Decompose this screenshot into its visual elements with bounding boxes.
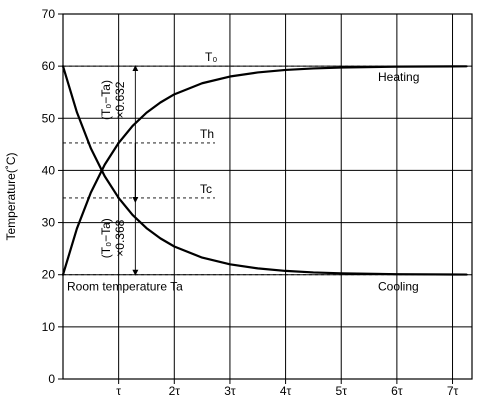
- annotation-0632-bottom: ×0.632: [113, 81, 127, 118]
- axes: [58, 13, 473, 384]
- x-tick-label: 2τ: [169, 384, 181, 396]
- series-group: [61, 65, 468, 276]
- series-cooling-line: [61, 65, 468, 276]
- y-tick-label: 0: [48, 372, 55, 386]
- x-tick-label: 3τ: [224, 384, 236, 396]
- annotation-0368-bottom: ×0.368: [113, 219, 127, 256]
- y-tick-label: 70: [42, 7, 56, 21]
- y-tick-label: 40: [42, 163, 56, 177]
- reference-line-tc-label: Tc: [200, 182, 212, 196]
- annotation-0368-top: (T₀−Ta): [99, 218, 113, 258]
- annotation-0632-top: (T₀−Ta): [99, 80, 113, 120]
- x-tick-label: 7τ: [447, 384, 459, 396]
- x-tick-label: 6τ: [391, 384, 403, 396]
- labels: 0 10 20 30 40 50 60 70 τ 2τ 3τ 4τ 5τ 6τ 7τ T₀ Th Tc Room t…: [4, 7, 458, 396]
- x-tick-label: 5τ: [336, 384, 348, 396]
- grid: [63, 13, 472, 380]
- reference-line-th-label: Th: [200, 127, 214, 141]
- plot-frame: [62, 13, 473, 380]
- y-tick-label: 10: [42, 320, 56, 334]
- series-label-cooling: Cooling: [378, 280, 419, 294]
- x-tick-label: 4τ: [280, 384, 292, 396]
- series-label-heating: Heating: [378, 70, 419, 84]
- x-tick-label: τ: [116, 384, 121, 396]
- reference-line-ta-label: Room temperature Ta: [67, 280, 183, 294]
- y-axis-label: Temperature(˚C): [4, 152, 18, 240]
- y-tick-label: 20: [42, 268, 56, 282]
- y-tick-label: 60: [42, 59, 56, 73]
- y-tick-label: 50: [42, 111, 56, 125]
- reference-line-t0-label: T₀: [205, 50, 217, 64]
- y-tick-label: 30: [42, 216, 56, 230]
